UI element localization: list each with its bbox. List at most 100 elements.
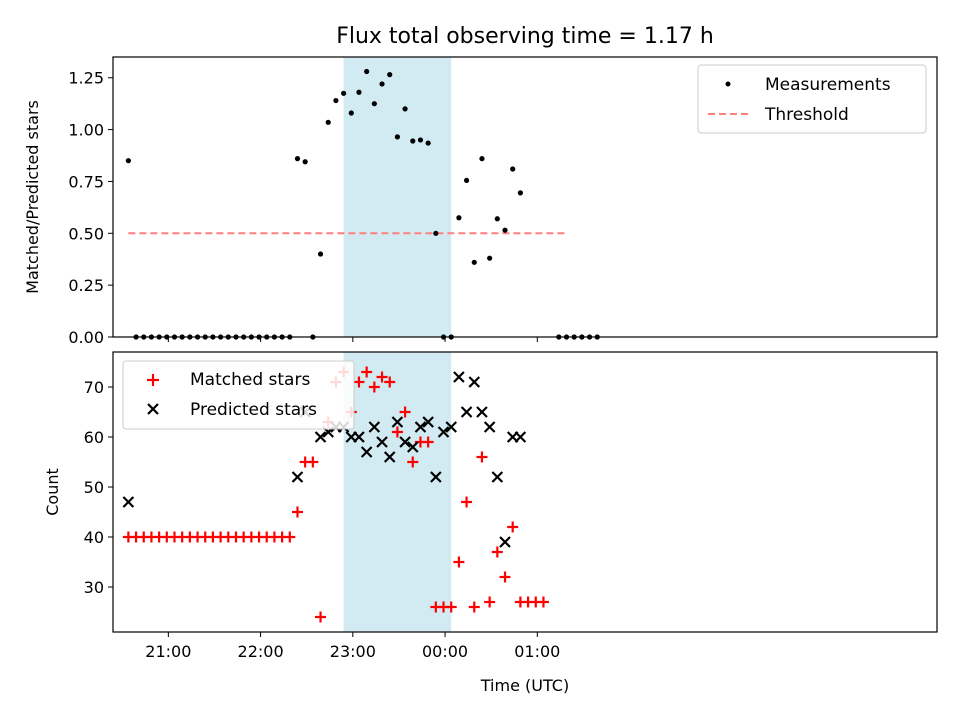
bottom-y-ticks: 30 40 50 60 70: [84, 378, 113, 597]
predicted-stars-point: [514, 431, 527, 443]
y-tick-label: 40: [84, 528, 104, 547]
predicted-stars-point: [437, 426, 450, 438]
measurement-point: [517, 190, 523, 196]
matched-stars-point: [499, 571, 511, 583]
matched-stars-point: [399, 406, 411, 418]
measurement-point: [433, 230, 439, 236]
threshold-legend-label: Threshold: [764, 105, 849, 125]
matched-stars-point: [537, 596, 549, 608]
measurement-point: [502, 227, 508, 233]
measurement-point: [356, 89, 362, 95]
matched-stars-point: [491, 546, 503, 558]
top-shaded-interval: [343, 57, 452, 337]
bottom-legend: Matched stars Predicted stars: [122, 360, 355, 430]
x-tick-label: 00:00: [422, 642, 468, 661]
matched-stars-point: [468, 601, 480, 613]
bottom-axes-frame: [112, 351, 938, 633]
measurement-point: [125, 158, 131, 164]
measurement-point: [394, 134, 401, 140]
predicted-stars-point: [406, 441, 419, 453]
measurement-point: [410, 138, 416, 144]
measurement-point: [479, 156, 485, 162]
measurements-legend-marker: [725, 81, 731, 87]
matched-stars-point: [307, 456, 319, 468]
measurement-point: [371, 101, 377, 107]
measurement-point: [487, 255, 493, 261]
matched-stars-point: [507, 521, 519, 533]
predicted-stars-point: [422, 416, 434, 428]
bottom-x-axis-label: Time (UTC): [480, 676, 569, 695]
measurement-point: [471, 259, 477, 265]
matched-stars-point: [353, 376, 365, 388]
matched-stars-point: [376, 371, 388, 383]
predicted-stars-point: [468, 376, 481, 388]
matched-stars-point: [445, 601, 457, 613]
matched-stars-point: [284, 531, 296, 543]
measurement-point: [417, 137, 424, 143]
matched-stars-point: [368, 381, 380, 393]
predicted-stars-point: [453, 371, 465, 383]
y-tick-label: 0.00: [68, 328, 104, 347]
predicted-stars-point: [445, 421, 457, 433]
measurement-point: [325, 119, 331, 125]
matched-stars-point: [391, 426, 403, 438]
predicted-stars-point: [122, 496, 135, 508]
y-tick-label: 0.25: [68, 276, 104, 295]
top-legend: Measurements Threshold: [697, 64, 927, 134]
matched-stars-point: [384, 376, 396, 388]
y-tick-label: 1.00: [68, 121, 104, 140]
predicted-stars-point: [368, 421, 381, 433]
predicted-stars-point: [430, 471, 442, 483]
predicted-stars-point: [460, 406, 473, 418]
predicted-stars-point: [491, 471, 504, 483]
x-tick-label: 23:00: [330, 642, 376, 661]
measurement-point: [379, 81, 385, 87]
top-legend-box: [697, 64, 927, 134]
predicted-stars-series: [122, 371, 527, 548]
matched-stars-legend-label: Matched stars: [190, 370, 310, 390]
top-y-axis-label: Matched/Predicted stars: [23, 100, 42, 294]
measurement-point: [302, 159, 308, 165]
matched-stars-point: [291, 506, 303, 518]
matched-stars-legend-marker: [147, 374, 159, 386]
top-axes-frame: [112, 56, 938, 338]
y-tick-label: 1.25: [68, 69, 104, 88]
matched-stars-point: [361, 366, 373, 378]
matched-stars-point: [461, 496, 473, 508]
bottom-y-axis-label: Count: [43, 468, 62, 516]
x-tick-label: 01:00: [514, 642, 560, 661]
bottom-axes: 30 40 50 60 70 21:00 22:00 23:00 00:00 01:00 Cou…: [43, 351, 938, 695]
measurement-point: [348, 110, 354, 116]
top-x-ticks: [167, 337, 538, 342]
y-tick-label: 0.50: [68, 224, 104, 243]
y-tick-label: 50: [84, 478, 104, 497]
measurement-point: [333, 97, 339, 104]
measurement-point: [387, 72, 393, 78]
predicted-stars-point: [476, 406, 488, 418]
x-tick-label: 22:00: [238, 642, 284, 661]
matched-stars-point: [407, 456, 419, 468]
y-tick-label: 60: [84, 428, 104, 447]
y-tick-label: 30: [84, 578, 104, 597]
predicted-stars-point: [314, 431, 327, 443]
predicted-stars-legend-label: Predicted stars: [190, 400, 317, 420]
top-y-ticks: 0.00 0.25 0.50 0.75 1.00 1.25: [68, 69, 113, 347]
bottom-legend-box: [122, 360, 355, 430]
measurement-point: [425, 140, 431, 146]
measurement-point: [494, 216, 500, 222]
measurement-point: [510, 166, 516, 172]
predicted-stars-point: [360, 446, 373, 458]
matched-stars-series: [122, 366, 549, 623]
measurement-point: [402, 106, 408, 112]
predicted-stars-point: [383, 451, 396, 463]
measurement-point: [456, 215, 462, 221]
matched-stars-point: [453, 556, 465, 568]
matched-stars-point: [422, 436, 434, 448]
matched-stars-point: [484, 596, 496, 608]
predicted-stars-point: [391, 416, 404, 428]
matched-stars-point: [315, 611, 327, 623]
measurement-point: [463, 177, 470, 184]
measurement-point: [364, 68, 370, 75]
predicted-stars-point: [499, 536, 511, 548]
y-tick-label: 70: [84, 378, 104, 397]
